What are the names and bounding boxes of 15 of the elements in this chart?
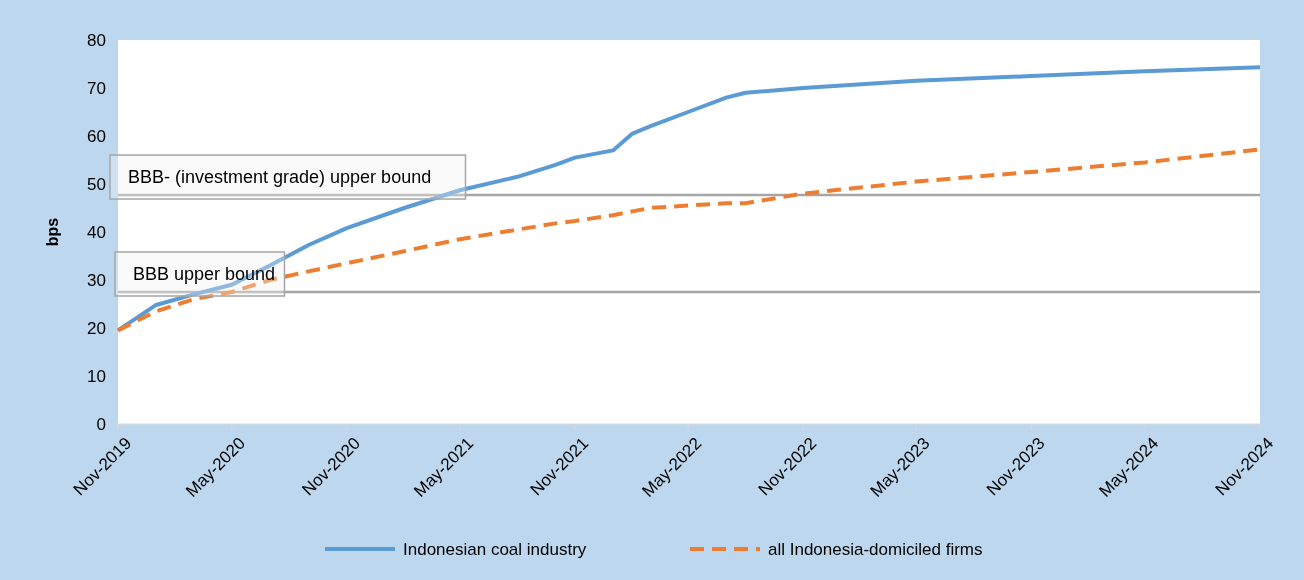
ref-line-label: BBB upper bound (133, 264, 276, 285)
ref-line-label: BBB- (investment grade) upper bound (128, 167, 432, 188)
y-axis-title: bps (44, 217, 61, 247)
y-tick-label: 50 (87, 174, 106, 194)
line-series (116, 65, 1262, 333)
y-tick-label: 80 (87, 30, 106, 50)
legend-label: all Indonesia-domiciled firms (768, 539, 983, 559)
y-tick-label: 40 (87, 222, 106, 242)
y-tick-label: 30 (87, 270, 106, 290)
y-tick-label: 20 (87, 318, 106, 338)
y-tick-label: 0 (96, 414, 106, 434)
legend-label: Indonesian coal industry (403, 539, 587, 559)
y-tick-label: 70 (87, 78, 106, 98)
y-tick-label: 10 (87, 366, 106, 386)
y-tick-label: 60 (87, 126, 106, 146)
